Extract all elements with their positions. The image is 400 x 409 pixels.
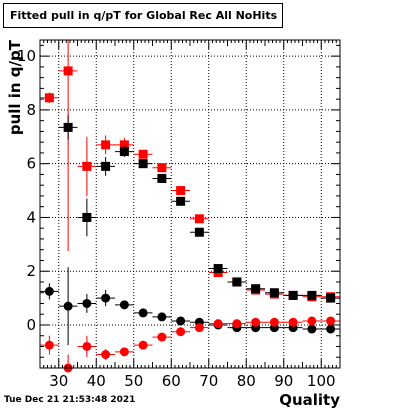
x-tick-label: 90: [274, 372, 293, 390]
grid-layer: [40, 40, 340, 368]
data-point-circle: [101, 350, 111, 360]
data-point-circle: [138, 308, 148, 318]
data-point-square: [119, 147, 129, 157]
y-tick-label: 6: [26, 155, 36, 173]
series-1: [58, 115, 340, 303]
data-point-square: [63, 66, 73, 76]
data-point-circle: [82, 341, 92, 351]
data-point-circle: [288, 317, 298, 327]
x-tick-label: 60: [162, 372, 181, 390]
data-point-circle: [213, 319, 223, 329]
data-point-circle: [269, 317, 279, 327]
x-tick-label: 80: [237, 372, 256, 390]
y-axis-label: pull in q/pT: [6, 39, 24, 135]
data-point-square: [138, 149, 148, 159]
data-point-square: [101, 161, 111, 171]
data-point-circle: [176, 327, 186, 337]
data-point-circle: [138, 340, 148, 350]
data-point-circle: [232, 319, 242, 329]
series-2: [40, 267, 340, 346]
data-point-square: [213, 264, 223, 274]
data-point-circle: [307, 324, 317, 334]
data-point-square: [307, 290, 317, 300]
x-tick-label: 70: [199, 372, 218, 390]
x-axis-label: Quality: [279, 391, 340, 409]
data-point-square: [82, 212, 92, 222]
data-point-circle: [157, 332, 167, 342]
y-tick-label: 10: [17, 47, 36, 65]
series-0: [40, 40, 340, 302]
data-point-circle: [44, 340, 54, 350]
data-point-square: [194, 227, 204, 237]
data-point-circle: [157, 312, 167, 322]
data-layer: [40, 40, 340, 373]
y-tick-label: 0: [26, 316, 36, 334]
data-point-square: [44, 93, 54, 103]
data-point-circle: [326, 324, 336, 334]
data-point-square: [251, 284, 261, 294]
data-point-square: [157, 173, 167, 183]
data-point-square: [194, 214, 204, 224]
data-point-square: [326, 293, 336, 303]
data-point-square: [138, 159, 148, 169]
data-point-circle: [194, 323, 204, 333]
data-point-square: [119, 140, 129, 150]
x-tick-label: 100: [307, 372, 336, 390]
data-point-square: [176, 196, 186, 206]
data-point-square: [101, 140, 111, 150]
chart-title: Fitted pull in q/pT for Global Rec All N…: [3, 3, 283, 28]
data-point-circle: [251, 317, 261, 327]
footer-timestamp: Tue Dec 21 21:53:48 2021: [4, 395, 136, 405]
data-point-square: [232, 277, 242, 287]
x-tick-label: 30: [49, 372, 68, 390]
axis-layer: 30 40 50 60 70 80 90 100 0 2 4 6 8 10: [17, 40, 340, 390]
y-tick-label: 8: [26, 101, 36, 119]
series-3: [40, 316, 340, 373]
data-point-circle: [63, 301, 73, 311]
data-point-square: [176, 186, 186, 196]
data-point-square: [82, 161, 92, 171]
y-tick-label: 2: [26, 262, 36, 280]
data-point-square: [288, 290, 298, 300]
data-point-square: [63, 122, 73, 132]
data-point-circle: [307, 316, 317, 326]
data-point-circle: [119, 300, 129, 310]
data-point-circle: [119, 347, 129, 357]
data-point-square: [157, 163, 167, 173]
x-tick-label: 50: [124, 372, 143, 390]
data-point-circle: [101, 293, 111, 303]
data-point-circle: [82, 298, 92, 308]
data-point-circle: [44, 286, 54, 296]
data-point-circle: [176, 316, 186, 326]
data-point-square: [269, 288, 279, 298]
data-point-circle: [326, 316, 336, 326]
y-tick-label: 4: [26, 208, 36, 226]
x-tick-label: 40: [87, 372, 106, 390]
